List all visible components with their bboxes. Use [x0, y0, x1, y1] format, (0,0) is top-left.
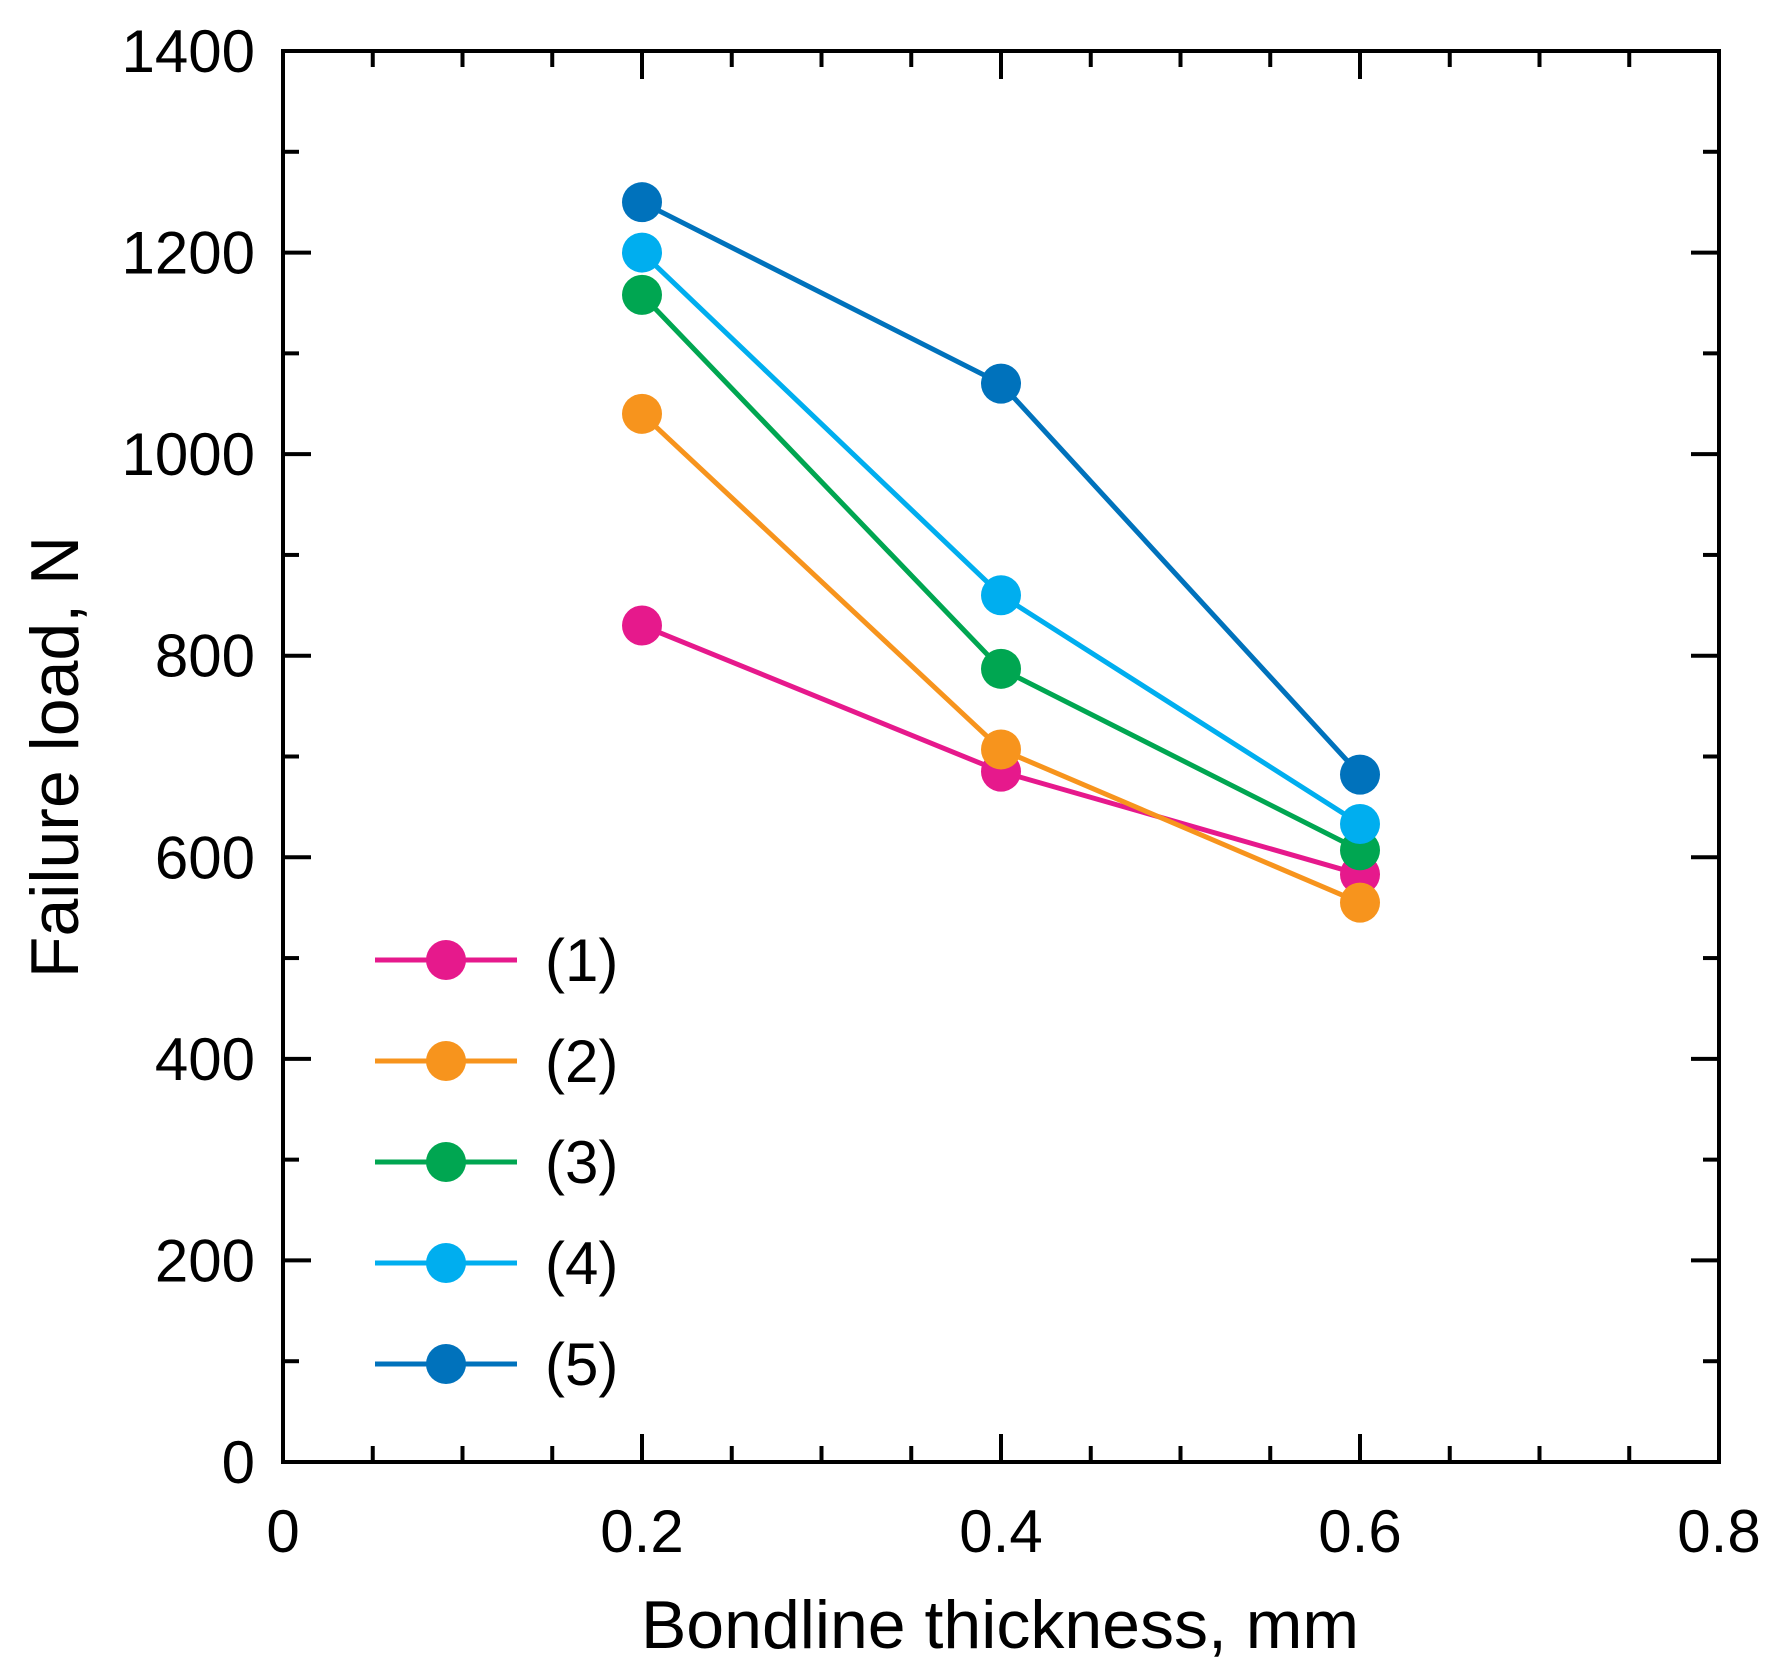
- x-tick-label: 0.6: [1318, 1498, 1401, 1565]
- data-point: [622, 274, 662, 315]
- legend-label: (2): [545, 1028, 618, 1095]
- data-point: [981, 363, 1021, 404]
- legend-label: (4): [545, 1230, 618, 1297]
- legend: (1) (2) (3) (4) (5): [375, 927, 618, 1398]
- y-tick-label: 1000: [122, 421, 255, 488]
- x-tick-label: 0.2: [600, 1498, 683, 1565]
- legend-marker: [426, 1344, 466, 1384]
- x-tick-label: 0: [266, 1498, 299, 1565]
- data-point: [981, 575, 1021, 616]
- y-tick-label: 800: [155, 623, 255, 690]
- y-axis-title: Failure load, N: [17, 536, 93, 978]
- plot-frame: [281, 49, 1721, 1464]
- legend-label: (5): [545, 1331, 618, 1398]
- data-point: [622, 605, 662, 646]
- y-tick-label: 200: [155, 1227, 255, 1294]
- legend-marker: [426, 1041, 466, 1081]
- y-tick-label: 1400: [122, 18, 255, 85]
- data-point: [1340, 804, 1380, 845]
- data-point: [1340, 754, 1380, 795]
- data-point: [622, 393, 662, 434]
- x-tick-labels: 0 0.2 0.4 0.6 0.8: [266, 1498, 1760, 1565]
- y-tick-label: 400: [155, 1026, 255, 1093]
- legend-label: (3): [545, 1129, 618, 1196]
- y-tick-labels: 0 200 400 600 800 1000 1200 1400: [122, 18, 255, 1496]
- data-point: [622, 182, 662, 223]
- data-point: [981, 648, 1021, 689]
- data-point: [981, 729, 1021, 770]
- y-tick-label: 1200: [122, 220, 255, 287]
- y-tick-label: 0: [222, 1429, 255, 1496]
- data-series: [622, 182, 1380, 923]
- legend-label: (1): [545, 927, 618, 994]
- legend-marker: [426, 1243, 466, 1283]
- x-tick-label: 0.8: [1677, 1498, 1760, 1565]
- data-point: [1340, 882, 1380, 923]
- x-tick-label: 0.4: [959, 1498, 1042, 1565]
- y-tick-label: 600: [155, 824, 255, 891]
- data-point: [622, 232, 662, 273]
- x-axis-title: Bondline thickness, mm: [641, 1587, 1359, 1663]
- legend-marker: [426, 1142, 466, 1182]
- legend-marker: [426, 940, 466, 980]
